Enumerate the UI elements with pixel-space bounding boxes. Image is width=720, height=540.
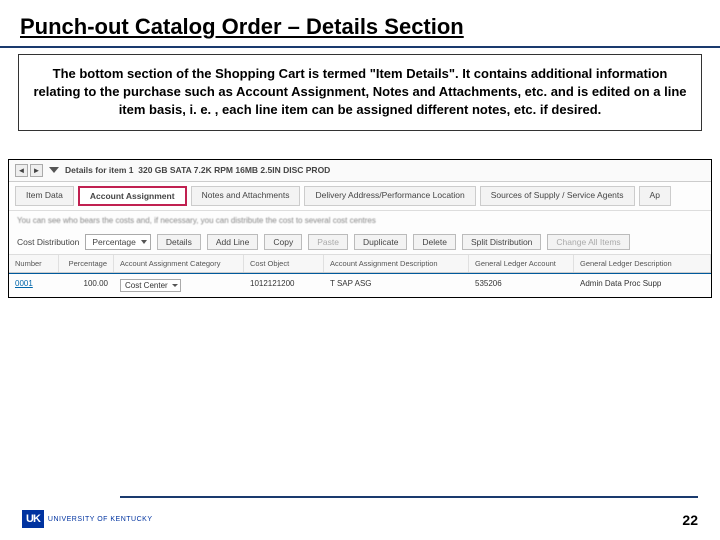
col-assignment-desc: Account Assignment Description xyxy=(324,255,469,272)
collapse-icon xyxy=(49,167,59,173)
screenshot-panel: ◄ ► Details for item 1 320 GB SATA 7.2K … xyxy=(8,159,712,298)
row-gl-desc: Admin Data Proc Supp xyxy=(574,274,711,297)
col-number: Number xyxy=(9,255,59,272)
help-text: You can see who bears the costs and, if … xyxy=(9,211,711,230)
tab-account-assignment[interactable]: Account Assignment xyxy=(78,186,187,206)
tab-notes[interactable]: Notes and Attachments xyxy=(191,186,301,206)
col-gl-account: General Ledger Account xyxy=(469,255,574,272)
footer: UK UNIVERSITY OF KENTUCKY 22 xyxy=(0,510,720,528)
footer-line xyxy=(120,496,698,498)
paste-button[interactable]: Paste xyxy=(308,234,348,250)
row-category: Cost Center xyxy=(114,274,244,297)
row-number[interactable]: 0001 xyxy=(9,274,59,297)
uk-mark: UK xyxy=(22,510,44,528)
cost-dist-label: Cost Distribution xyxy=(17,237,79,247)
copy-button[interactable]: Copy xyxy=(264,234,302,250)
slide-title: Punch-out Catalog Order – Details Sectio… xyxy=(0,0,720,48)
tab-item-data[interactable]: Item Data xyxy=(15,186,74,206)
duplicate-button[interactable]: Duplicate xyxy=(354,234,407,250)
description-box: The bottom section of the Shopping Cart … xyxy=(18,54,702,131)
table-row: 0001 100.00 Cost Center 1012121200 T SAP… xyxy=(9,273,711,297)
page-number: 22 xyxy=(682,512,698,528)
col-category: Account Assignment Category xyxy=(114,255,244,272)
uk-logo: UK UNIVERSITY OF KENTUCKY xyxy=(22,510,153,528)
cost-dist-dropdown[interactable]: Percentage xyxy=(85,234,150,250)
details-header: ◄ ► Details for item 1 320 GB SATA 7.2K … xyxy=(9,160,711,182)
nav-prev-button[interactable]: ◄ xyxy=(15,164,28,177)
uk-text: UNIVERSITY OF KENTUCKY xyxy=(48,516,153,523)
table-header: Number Percentage Account Assignment Cat… xyxy=(9,255,711,273)
col-percentage: Percentage xyxy=(59,255,114,272)
cost-distribution-row: Cost Distribution Percentage Details Add… xyxy=(9,230,711,255)
change-all-button[interactable]: Change All Items xyxy=(547,234,629,250)
col-cost-object: Cost Object xyxy=(244,255,324,272)
tab-ap[interactable]: Ap xyxy=(639,186,671,206)
add-line-button[interactable]: Add Line xyxy=(207,234,259,250)
split-button[interactable]: Split Distribution xyxy=(462,234,541,250)
row-desc: T SAP ASG xyxy=(324,274,469,297)
tabs-bar: Item Data Account Assignment Notes and A… xyxy=(9,182,711,211)
tab-sources[interactable]: Sources of Supply / Service Agents xyxy=(480,186,635,206)
row-cost-object: 1012121200 xyxy=(244,274,324,297)
row-percentage: 100.00 xyxy=(59,274,114,297)
col-gl-desc: General Ledger Description xyxy=(574,255,711,272)
nav-next-button[interactable]: ► xyxy=(30,164,43,177)
row-gl-account: 535206 xyxy=(469,274,574,297)
details-button[interactable]: Details xyxy=(157,234,201,250)
details-title: Details for item 1 320 GB SATA 7.2K RPM … xyxy=(65,165,330,175)
tab-delivery[interactable]: Delivery Address/Performance Location xyxy=(304,186,475,206)
delete-button[interactable]: Delete xyxy=(413,234,456,250)
